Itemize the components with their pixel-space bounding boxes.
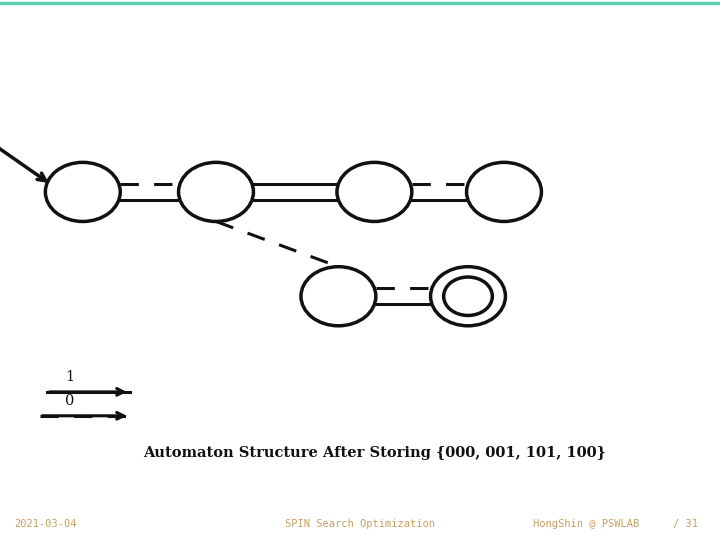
Ellipse shape (467, 163, 541, 221)
Ellipse shape (301, 267, 376, 326)
Ellipse shape (337, 163, 412, 221)
Ellipse shape (45, 163, 120, 221)
Ellipse shape (444, 277, 492, 315)
Text: 22: 22 (644, 518, 659, 531)
Ellipse shape (179, 163, 253, 221)
Text: / 31: / 31 (673, 519, 698, 529)
Text: 1: 1 (65, 370, 74, 384)
Text: 0: 0 (65, 394, 74, 408)
Ellipse shape (431, 267, 505, 326)
Text: 2021-03-04: 2021-03-04 (14, 519, 77, 529)
Text: SPIN Search Optimization: SPIN Search Optimization (285, 519, 435, 529)
Text: Automaton Structure After Storing {000, 001, 101, 100}: Automaton Structure After Storing {000, … (143, 446, 606, 460)
Text: Minimized Automaton: Minimized Automaton (22, 26, 381, 55)
Text: (3/4): (3/4) (432, 28, 503, 53)
Text: HongShin @ PSWLAB: HongShin @ PSWLAB (533, 519, 639, 529)
